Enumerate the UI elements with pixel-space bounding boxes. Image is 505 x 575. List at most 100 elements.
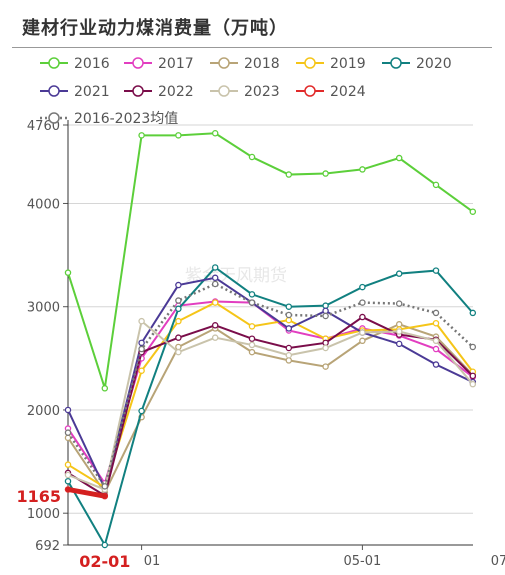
legend-marker [218,85,230,97]
data-point [211,130,219,137]
legend-label: 2022 [158,84,194,100]
legend-item-2022[interactable]: 2022 [124,84,194,100]
data-point [359,337,366,345]
data-point [359,313,366,321]
data-point [248,348,256,356]
legend-label: 2024 [330,84,366,100]
data-point [322,170,329,177]
data-point [322,339,329,347]
legend-marker [304,57,316,69]
title-divider [12,47,492,48]
data-point [248,335,256,342]
data-point [322,312,329,320]
data-point [285,357,293,364]
legend-marker [48,57,60,69]
series-line [67,301,474,489]
data-point [322,363,329,370]
legend-label: 2018 [244,56,280,72]
x-tick-label: 07-01 [491,554,505,569]
data-point [64,434,72,442]
legend-item-2017[interactable]: 2017 [124,56,194,72]
data-point [432,181,440,189]
legend-label: 2023 [244,84,280,100]
data-point [322,302,329,309]
data-point [101,541,109,549]
legend-marker [132,85,144,97]
legend-item-2016-2023均值[interactable]: 2016-2023均值 [40,111,178,127]
data-point [211,280,219,288]
legend-item-2016[interactable]: 2016 [40,56,110,72]
data-point [101,483,109,490]
legend-marker [48,112,60,124]
legend-item-2018[interactable]: 2018 [210,56,280,72]
data-point [248,341,256,349]
data-point [285,303,293,310]
data-point [285,344,293,352]
legend-marker [132,57,144,69]
data-point [359,299,366,306]
data-point [175,334,182,341]
legend-marker [304,85,316,97]
series-2020 [64,264,477,549]
y-tick-label: 4000 [27,197,60,212]
data-point [248,323,256,330]
series-2016 [64,130,477,392]
data-point [64,269,72,276]
legend-label: 2020 [416,56,452,72]
data-point [322,344,329,352]
legend-marker [48,85,60,97]
data-point [64,429,72,436]
x-tick-label-partial: 01 [144,554,161,569]
data-point [138,367,145,374]
data-point [175,305,182,313]
legend-item-2020[interactable]: 2020 [382,56,452,72]
legend-label: 2016-2023均值 [74,111,178,127]
series-line [67,319,474,491]
legend-item-2024[interactable]: 2024 [296,84,366,100]
data-point [322,307,329,315]
data-point [359,283,366,291]
data-point [138,345,145,353]
data-point [138,132,145,139]
y-tick-label: 3000 [27,301,60,316]
data-point [211,274,219,282]
legend-item-2019[interactable]: 2019 [296,56,366,72]
data-point [175,317,182,325]
data-point [469,372,477,380]
y-tick-label: 1000 [27,507,60,522]
data-point [359,166,366,173]
watermark-text: 紫金天风期货 [185,266,287,286]
legend-item-2021[interactable]: 2021 [40,84,110,100]
data-point [432,319,440,327]
legend-item-2023[interactable]: 2023 [210,84,280,100]
data-point [64,471,72,479]
data-point [395,300,403,307]
legend[interactable]: 2016 2017 2018 2019 2020 2021 2022 2023 2024 2016… [40,56,452,127]
data-point [248,153,256,161]
data-point [175,348,182,356]
data-point [285,171,293,178]
legend-label: 2019 [330,56,366,72]
x-tick-label: 05-01 [344,554,382,569]
watermark: 紫金天风期货 [185,266,287,286]
y-tick-label: 692 [35,539,60,554]
data-point [101,385,109,392]
legend-marker [390,57,402,69]
data-point [211,334,219,341]
data-point [175,297,182,304]
data-point [432,361,440,368]
data-point [248,299,256,306]
data-point [285,316,293,324]
highlight-markers: 1165 02-01 [16,486,130,571]
highlight-y-label: 1165 [16,487,61,506]
data-point [432,309,440,317]
data-point [175,343,182,351]
data-point [359,329,366,336]
data-point [211,299,219,306]
data-point [285,311,293,319]
legend-label: 2021 [74,84,110,100]
data-point [395,154,403,162]
highlight-segment [65,486,108,499]
legend-label: 2016 [74,56,110,72]
